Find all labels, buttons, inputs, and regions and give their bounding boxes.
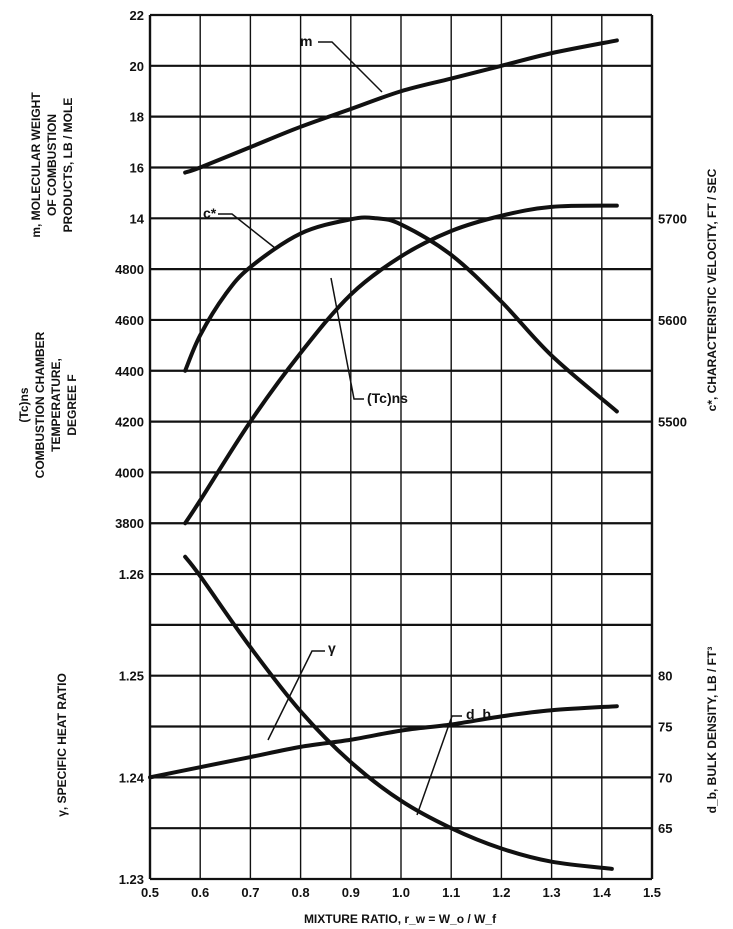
y-tick-label-cstar: 5700 <box>658 211 687 226</box>
series-line-tc <box>183 203 619 526</box>
x-tick-label: 1.4 <box>593 885 612 900</box>
series-line-db <box>148 704 619 780</box>
y-tick-label-db: 65 <box>658 821 672 836</box>
x-tick-label: 1.5 <box>643 885 661 900</box>
x-tick-label: 1.2 <box>492 885 510 900</box>
y-tick-label-m: 18 <box>130 110 144 125</box>
curves <box>148 38 619 871</box>
grid <box>148 13 654 881</box>
axis-titles: m, MOLECULAR WEIGHT OF COMBUSTION PRODUCTS… <box>17 92 719 926</box>
y-tick-label-m: 22 <box>130 8 144 23</box>
series-line-gamma <box>183 554 614 871</box>
x-tick-label: 0.6 <box>191 885 209 900</box>
axis-title-tc: COMBUSTION CHAMBER <box>33 331 47 478</box>
tick-labels: 0.5 0.6 0.7 0.8 0.9 1.0 1.1 1.2 1.3 1.4 1.5 22 20 18 1… <box>115 8 687 900</box>
axis-title-tc: TEMPERATURE, <box>49 358 63 452</box>
y-tick-label-tc: 4400 <box>115 364 144 379</box>
annotation-leader <box>416 715 462 816</box>
y-tick-label-m: 16 <box>130 160 144 175</box>
x-axis-title: MIXTURE RATIO, r_w = W_o / W_f <box>304 912 497 926</box>
annotation-label: (Tc)ns <box>367 390 408 406</box>
x-tick-label: 1.1 <box>442 885 460 900</box>
y-tick-label-gamma: 1.25 <box>119 669 144 684</box>
axis-title-cstar: c*, CHARACTERISTIC VELOCITY, FT / SEC <box>705 168 719 411</box>
y-tick-label-cstar: 5600 <box>658 313 687 328</box>
annotation-leader <box>330 277 364 400</box>
axis-title-tc: (Tc)ns <box>17 387 31 422</box>
y-tick-label-m: 20 <box>130 59 144 74</box>
x-tick-label: 1.3 <box>543 885 561 900</box>
y-tick-label-m: 14 <box>130 211 145 226</box>
y-tick-label-gamma: 1.23 <box>119 872 144 887</box>
y-tick-label-db: 80 <box>658 669 672 684</box>
annotation-leader <box>318 41 383 93</box>
y-tick-label-tc: 4600 <box>115 313 144 328</box>
axis-title-gamma: γ, SPECIFIC HEAT RATIO <box>55 673 69 817</box>
y-tick-label-tc: 3800 <box>115 516 144 531</box>
axis-title-tc: DEGREE F <box>65 374 79 435</box>
axis-title-m: PRODUCTS, LB / MOLE <box>61 98 75 233</box>
y-tick-label-tc: 4200 <box>115 415 144 430</box>
annotation-label: γ <box>328 640 336 656</box>
x-tick-label: 0.9 <box>342 885 360 900</box>
x-tick-label: 1.0 <box>392 885 410 900</box>
y-tick-label-db: 75 <box>658 720 672 735</box>
x-tick-label: 0.5 <box>141 885 159 900</box>
y-tick-label-tc: 4000 <box>115 465 144 480</box>
annotation-label: d_b <box>466 706 491 722</box>
annotation-label: m <box>300 33 312 49</box>
x-tick-label: 0.7 <box>241 885 259 900</box>
axis-title-db: d_b, BULK DENSITY, LB / FT³ <box>705 647 719 814</box>
x-tick-label: 0.8 <box>292 885 310 900</box>
y-tick-label-tc: 4800 <box>115 262 144 277</box>
y-tick-label-cstar: 5500 <box>658 415 687 430</box>
y-tick-label-db: 70 <box>658 770 672 785</box>
axis-title-m: OF COMBUSTION <box>45 114 59 216</box>
y-tick-label-gamma: 1.24 <box>119 770 145 785</box>
axis-title-m: m, MOLECULAR WEIGHT <box>29 92 43 238</box>
annotations: m c* (Tc)ns γ d_b <box>203 33 491 816</box>
annotation-leader <box>218 213 276 249</box>
series-line-m <box>183 38 619 175</box>
series-line-cstar <box>183 215 619 414</box>
annotation-leader <box>267 650 325 741</box>
y-tick-label-gamma: 1.26 <box>119 567 144 582</box>
annotation-label: c* <box>203 205 217 221</box>
